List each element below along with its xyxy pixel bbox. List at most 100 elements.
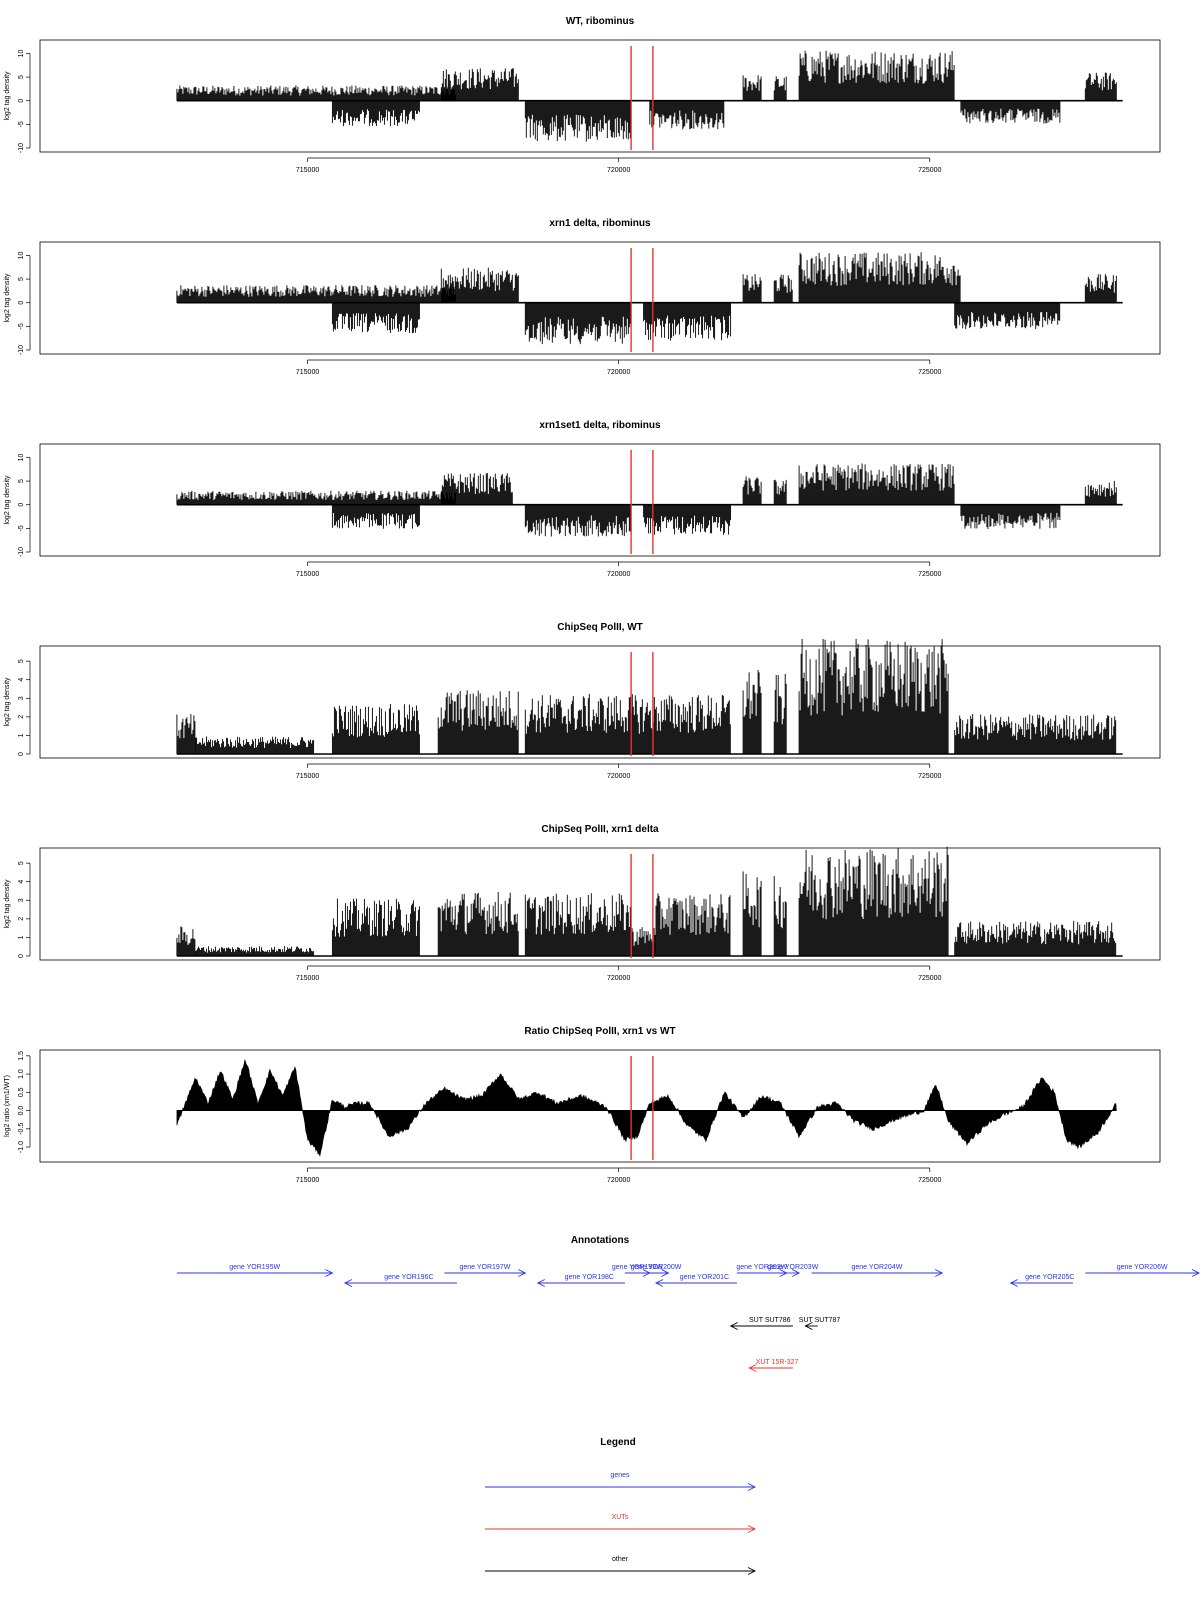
x-tick-label: 725000 (918, 369, 941, 376)
y-axis-label: log2 ratio (xrn1/WT) (4, 1075, 11, 1137)
coverage-segment-3 (440, 267, 519, 303)
y-tick-label: -5 (18, 121, 25, 127)
coverage-segment-6 (630, 927, 656, 956)
data-series (176, 463, 1123, 537)
xut-feature: XUT 15R-327 (748, 1359, 799, 1372)
arrow-head (729, 1322, 738, 1330)
y-tick-label: -10 (18, 547, 25, 557)
y-tick-label: 1.0 (18, 1069, 25, 1079)
coverage-bars (655, 893, 731, 956)
x-tick-label: 720000 (607, 369, 630, 376)
gene-feature: gene YOR204W (811, 1264, 944, 1277)
coverage-bars (440, 68, 519, 101)
coverage-segment-1 (176, 714, 196, 754)
y-tick-label: -0.5 (18, 1123, 25, 1135)
coverage-segment-8 (798, 463, 955, 505)
coverage-segment-2 (331, 504, 420, 529)
gene-label: gene YOR196C (384, 1274, 433, 1281)
coverage-bars (524, 693, 731, 754)
coverage-segment-7 (773, 76, 787, 101)
y-tick-label: -5 (18, 525, 25, 531)
data-series (176, 252, 1123, 345)
x-tick-label: 720000 (607, 975, 630, 982)
coverage-bars (331, 898, 420, 956)
arrow-head (325, 1269, 334, 1277)
sut-feature: SUT SUT787 (799, 1317, 840, 1330)
gene-label: gene YOR198C (565, 1274, 614, 1281)
y-tick-label: 10 (18, 49, 25, 57)
coverage-bars (331, 704, 420, 754)
coverage-bars (440, 267, 519, 303)
coverage-bars (742, 871, 762, 956)
gene-label: gene YOR201C (680, 1274, 729, 1281)
xut-label: XUT 15R-327 (756, 1359, 799, 1366)
coverage-bars (798, 846, 949, 956)
gene-feature: gene YOR197W (444, 1264, 527, 1277)
coverage-segment-3 (331, 898, 420, 956)
coverage-segment-9 (773, 875, 787, 956)
coverage-bars (331, 302, 420, 334)
coverage-segment-1 (176, 490, 457, 505)
coverage-segment-8 (742, 871, 762, 956)
x-tick-label: 720000 (607, 1177, 630, 1184)
panel-5: ChipSeq PolII, xrn1 delta 0 1 2 3 4 5 log2 tag … (4, 824, 1161, 982)
coverage-bars (524, 302, 631, 345)
y-tick-label: -5 (18, 323, 25, 329)
plot-frame (39, 847, 1161, 961)
coverage-segment-6 (742, 670, 762, 754)
plot-frame (39, 1049, 1161, 1163)
y-tick-label: 4 (18, 880, 25, 884)
coverage-segment-7 (773, 673, 787, 754)
panel-title: WT, ribominus (566, 16, 635, 27)
arrow-head (1191, 1269, 1200, 1277)
coverage-bars (798, 638, 949, 754)
sut-label: SUT SUT786 (749, 1317, 791, 1324)
y-tick-label: 0.5 (18, 1087, 25, 1097)
gene-label: gene YOR197W (459, 1264, 510, 1271)
x-tick-label: 715000 (296, 167, 319, 174)
coverage-bars (960, 100, 1061, 124)
gene-feature: gene YOR198C (536, 1274, 625, 1287)
coverage-bars (954, 920, 1117, 956)
legend-item-xuts: XUTs (485, 1514, 757, 1533)
coverage-bars (742, 75, 762, 101)
x-tick-label: 720000 (607, 167, 630, 174)
coverage-bars (649, 100, 725, 130)
gene-feature: gene YOR196C (343, 1274, 457, 1287)
arrow-head (661, 1269, 670, 1277)
panel-title: ChipSeq PolII, xrn1 delta (541, 824, 659, 835)
plot-frame (39, 241, 1161, 355)
y-tick-label: 0 (18, 301, 25, 305)
y-tick-label: 0 (18, 954, 25, 958)
coverage-bars (1084, 274, 1117, 303)
gene-label: gene YOR200W (631, 1264, 682, 1271)
coverage-bars (742, 670, 762, 754)
y-tick-label: 5 (18, 277, 25, 281)
y-axis-label: log2 tag density (4, 475, 11, 525)
arrow-head (518, 1269, 527, 1277)
coverage-bars (773, 479, 787, 505)
coverage-segment-7 (773, 479, 787, 505)
coverage-segment-2 (195, 736, 315, 754)
gene-label: gene YOR205C (1025, 1274, 1074, 1281)
arrow-head (935, 1269, 944, 1277)
panel-4: ChipSeq PolII, WT 0 1 2 3 4 5 log2 tag density 7… (4, 622, 1161, 780)
gene-feature: gene YOR200W (631, 1264, 682, 1277)
y-axis-label: log2 tag density (4, 273, 11, 323)
coverage-segment-5 (524, 693, 731, 754)
coverage-segment-8 (798, 50, 955, 101)
x-tick-label: 725000 (918, 571, 941, 578)
coverage-bars (773, 875, 787, 956)
panel-6: Ratio ChipSeq PolII, xrn1 vs WT -1.0 -0.5 0… (4, 1026, 1161, 1184)
coverage-segment-6 (742, 274, 762, 303)
gene-label: gene YOR195W (229, 1264, 280, 1271)
coverage-bars (773, 673, 787, 754)
coverage-bars (954, 302, 1061, 330)
panel-title: xrn1set1 delta, ribominus (539, 420, 661, 431)
coverage-bars (524, 893, 631, 956)
sut-feature: SUT SUT786 (729, 1317, 793, 1330)
coverage-segment-10 (1084, 274, 1117, 303)
gene-feature: gene YOR206W (1085, 1264, 1200, 1277)
legend-item-genes: genes (485, 1472, 757, 1491)
